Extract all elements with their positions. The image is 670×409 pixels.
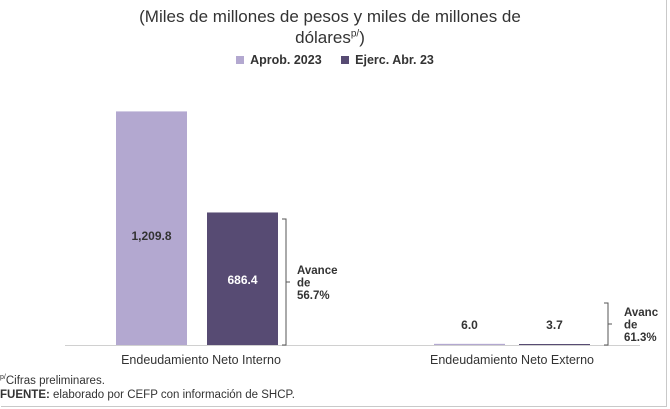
category-label: Endeudamiento Neto Interno (121, 353, 281, 367)
legend-swatch-aprob (236, 56, 245, 64)
footnote-superscript: p/ (0, 374, 6, 381)
category-label: Endeudamiento Neto Externo (430, 353, 594, 367)
legend-item-aprob: Aprob. 2023 (236, 53, 322, 67)
footnote: p/Cifras preliminares. (0, 374, 105, 387)
annotation-text: de (624, 320, 637, 332)
legend-item-ejerc: Ejerc. Abr. 23 (341, 53, 434, 67)
bar-externo-aprob (434, 343, 505, 345)
source-label: FUENTE: (0, 389, 50, 401)
data-label: 3.7 (546, 318, 563, 332)
annotation-text: 56.7% (297, 290, 330, 302)
footnote-text: Cifras preliminares. (5, 374, 105, 387)
subtitle-line-1: (Miles de millones de pesos y miles de m… (139, 7, 521, 26)
legend-label-ejerc: Ejerc. Abr. 23 (355, 53, 434, 67)
data-label: 1,209.8 (131, 229, 171, 243)
source-text: elaborado por CEFP con información de SH… (49, 389, 295, 401)
subtitle-line-2: dólaresp/) (295, 28, 365, 47)
data-label: 686.4 (227, 273, 257, 287)
annotation-text: de (297, 278, 310, 290)
annotation-bracket (604, 302, 612, 346)
bar-interno-ejerc (207, 212, 278, 345)
annotation-text: Avanc (624, 307, 659, 319)
legend-label-aprob: Aprob. 2023 (250, 53, 322, 67)
annotation-bracket (282, 218, 290, 346)
annotation-text: 61.3% (624, 332, 657, 344)
bar-externo-ejerc (519, 344, 590, 345)
bar-interno-aprob (116, 111, 187, 346)
legend-swatch-ejerc (341, 56, 350, 64)
chart-legend: Aprob. 2023 Ejerc. Abr. 23 (0, 53, 670, 67)
chart-subtitle: (Miles de millones de pesos y miles de m… (0, 6, 660, 48)
annotation-text: Avance (297, 265, 338, 277)
source-note: FUENTE: elaborado por CEFP con informaci… (0, 389, 295, 401)
subtitle-superscript: p/ (350, 28, 360, 40)
data-label: 6.0 (461, 318, 478, 332)
